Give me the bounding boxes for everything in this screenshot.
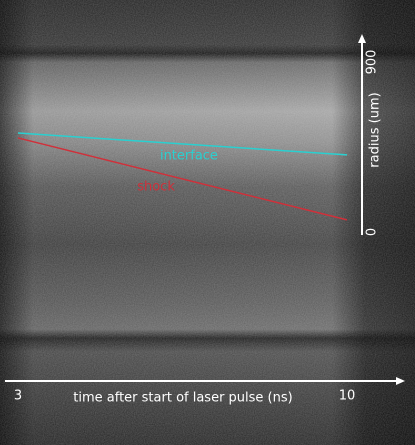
x-tick-label: 3 [14,389,22,404]
y-tick-label: 900 [365,50,380,75]
y-axis-label: radius (um) [368,92,383,167]
series-label: shock [137,179,175,194]
series-line [17,137,348,221]
x-tick-label: 10 [339,389,356,404]
axes [5,34,405,385]
series-line [17,132,348,156]
series-label: interface [160,149,218,164]
y-arrow [358,34,366,43]
x-arrow [396,377,405,385]
y-tick-label: 0 [365,228,380,236]
x-axis-label: time after start of laser pulse (ns) [73,391,292,406]
